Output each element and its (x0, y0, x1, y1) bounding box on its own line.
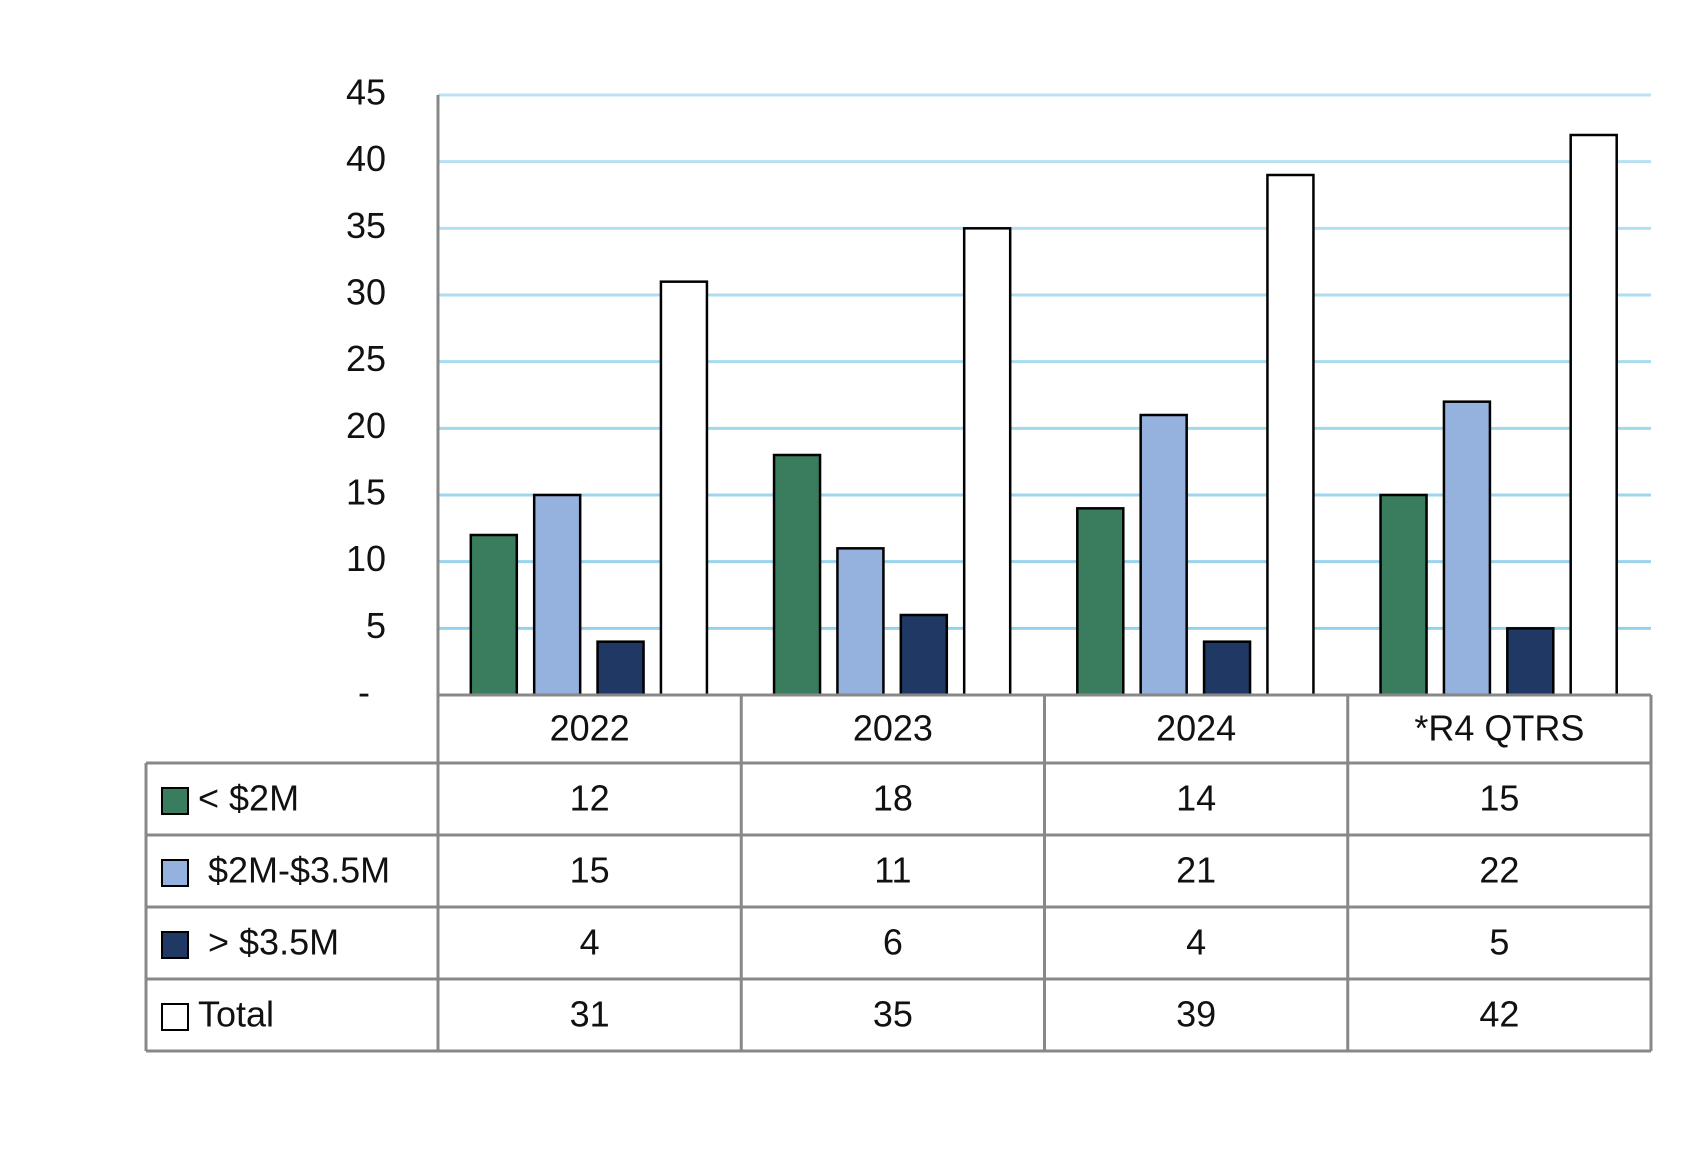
legend-label: Total (198, 994, 274, 1035)
x-tick-label: 2024 (1156, 708, 1236, 749)
bar (1202, 640, 1252, 697)
y-tick-label: 30 (346, 272, 386, 313)
legend-label: > $3.5M (208, 922, 339, 963)
y-tick-label: 45 (346, 72, 386, 113)
table-value: 35 (873, 994, 913, 1035)
legend-swatch (161, 859, 189, 887)
bar (1076, 507, 1125, 697)
bar (659, 280, 709, 697)
y-tick-label: 35 (346, 205, 386, 246)
bar (962, 227, 1012, 697)
bar (1266, 173, 1315, 697)
bar (1379, 493, 1428, 697)
table-value: 22 (1479, 850, 1519, 891)
table-value: 12 (570, 778, 610, 819)
table-value: 4 (1186, 922, 1206, 963)
legend-label: < $2M (198, 778, 299, 819)
y-tick-label: - (358, 672, 370, 713)
x-tick-label: 2022 (550, 708, 630, 749)
y-tick-label: 15 (346, 472, 386, 513)
bar (1139, 413, 1188, 697)
table-value: 21 (1176, 850, 1216, 891)
legend-swatch (161, 787, 189, 815)
table-value: 5 (1489, 922, 1509, 963)
y-tick-label: 20 (346, 405, 386, 446)
bar (596, 640, 645, 697)
legend-swatch (161, 1003, 189, 1031)
y-tick-label: 5 (366, 605, 386, 646)
table-value: 18 (873, 778, 913, 819)
table-value: 14 (1176, 778, 1216, 819)
table-value: 15 (1479, 778, 1519, 819)
table-value: 6 (883, 922, 903, 963)
table-value: 31 (570, 994, 610, 1035)
bar (469, 533, 519, 697)
bar (1569, 133, 1618, 697)
legend-label: $2M-$3.5M (208, 850, 390, 891)
y-tick-label: 10 (346, 538, 386, 579)
bar (532, 493, 582, 697)
bar (772, 453, 822, 697)
x-tick-label: *R4 QTRS (1414, 708, 1584, 749)
bar (899, 613, 949, 697)
bar (1442, 400, 1492, 697)
x-tick-label: 2023 (853, 708, 933, 749)
table-value: 11 (874, 850, 911, 891)
table-value: 39 (1176, 994, 1216, 1035)
legend-swatch (161, 931, 189, 959)
table-value: 42 (1479, 994, 1519, 1035)
table-value: 15 (570, 850, 610, 891)
y-tick-label: 25 (346, 338, 386, 379)
y-tick-label: 40 (346, 138, 386, 179)
bar (1506, 627, 1555, 697)
table-value: 4 (580, 922, 600, 963)
bar (836, 547, 885, 697)
